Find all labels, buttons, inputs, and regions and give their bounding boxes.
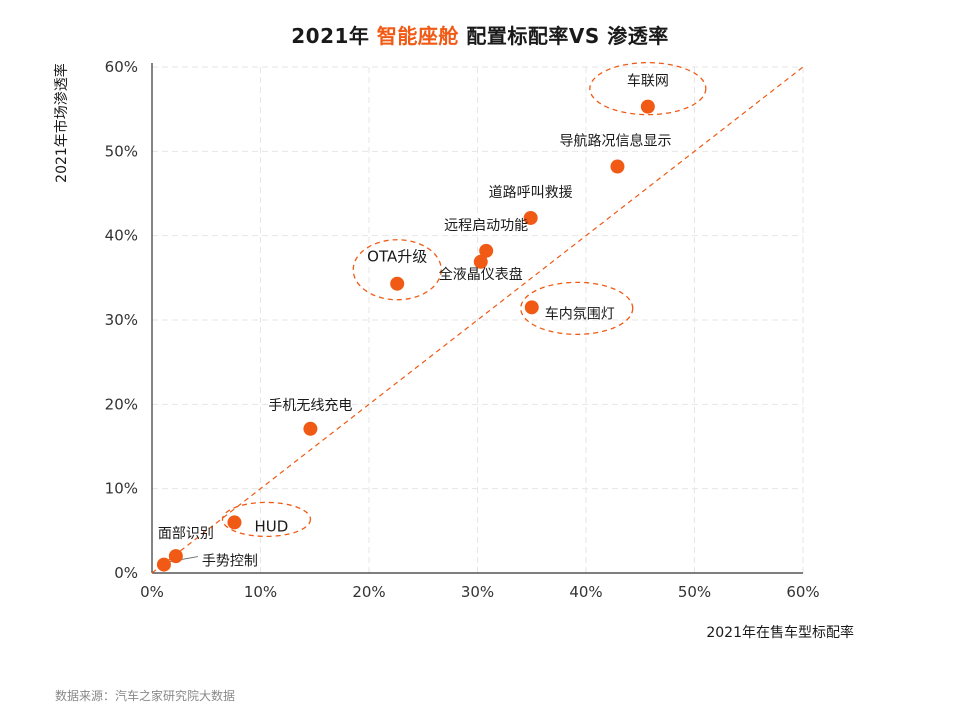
title-prefix: 2021年 bbox=[291, 24, 370, 48]
data-label: 导航路况信息显示 bbox=[559, 133, 671, 150]
data-point bbox=[523, 210, 538, 225]
data-point bbox=[610, 159, 625, 174]
data-point bbox=[156, 557, 171, 572]
data-label: 全液晶仪表盘 bbox=[439, 266, 523, 283]
x-tick-label: 50% bbox=[678, 583, 711, 601]
x-tick-label: 30% bbox=[461, 583, 494, 601]
data-point bbox=[479, 243, 494, 258]
data-point bbox=[524, 300, 539, 315]
data-label: 车联网 bbox=[627, 73, 669, 90]
y-tick-label: 0% bbox=[114, 564, 138, 582]
highlight-ellipse bbox=[221, 501, 312, 538]
data-label: 手势控制 bbox=[202, 554, 258, 570]
data-point bbox=[473, 254, 488, 269]
data-label: OTA升级 bbox=[367, 248, 427, 266]
data-point bbox=[303, 421, 318, 436]
x-tick-label: 20% bbox=[352, 583, 385, 601]
data-point bbox=[640, 99, 655, 114]
data-point bbox=[168, 549, 183, 564]
data-label: 道路呼叫救援 bbox=[489, 185, 573, 201]
x-tick-label: 10% bbox=[244, 583, 277, 601]
highlight-ellipse bbox=[589, 61, 707, 116]
data-label: HUD bbox=[254, 517, 288, 535]
y-tick-label: 50% bbox=[105, 142, 138, 160]
y-tick-label: 40% bbox=[105, 227, 138, 245]
chart-title: 2021年 智能座舱 配置标配率VS 渗透率 bbox=[0, 20, 960, 49]
y-tick-label: 20% bbox=[105, 395, 138, 413]
data-label: 手机无线充电 bbox=[268, 398, 352, 414]
x-tick-label: 0% bbox=[140, 583, 164, 601]
x-tick-label: 40% bbox=[569, 583, 602, 601]
x-tick-label: 60% bbox=[786, 583, 819, 601]
data-label: 面部识别 bbox=[158, 526, 214, 542]
title-highlight: 智能座舱 bbox=[376, 24, 459, 48]
data-label: 车内氛围灯 bbox=[545, 305, 615, 322]
y-tick-label: 10% bbox=[105, 480, 138, 498]
data-point bbox=[227, 515, 242, 530]
highlight-ellipse bbox=[520, 281, 634, 336]
data-point bbox=[390, 276, 405, 291]
reference-diagonal-line bbox=[151, 66, 804, 574]
highlight-ellipse bbox=[352, 239, 442, 301]
title-suffix: 配置标配率VS 渗透率 bbox=[466, 24, 669, 48]
source-note: 数据来源：汽车之家研究院大数据 bbox=[55, 689, 236, 703]
x-axis-label: 2021年在售车型标配率 bbox=[706, 625, 854, 641]
y-tick-label: 30% bbox=[105, 311, 138, 329]
y-tick-label: 60% bbox=[105, 58, 138, 76]
data-label: 远程启动功能 bbox=[444, 218, 528, 234]
